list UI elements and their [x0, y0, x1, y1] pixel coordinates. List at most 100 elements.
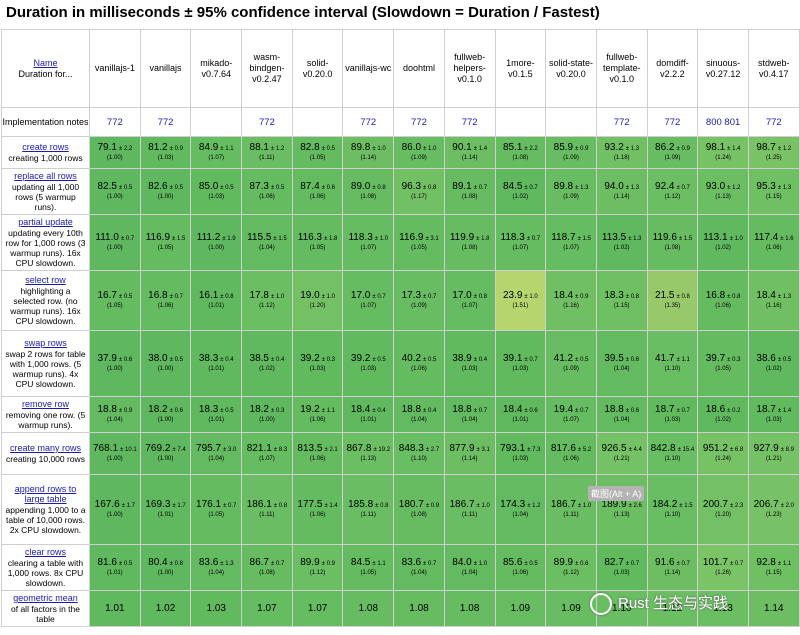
benchmark-description: swap 2 rows for table with 1,000 rows. (…: [5, 349, 86, 389]
result-cell: 793.1 ± 7.3 (1.03): [494, 432, 547, 475]
slowdown-factor: (1.03): [512, 366, 529, 372]
page-title: Duration in milliseconds ± 95% confidenc…: [6, 4, 600, 21]
result-cell: 113.5 ± 1.3 (1.02): [595, 214, 648, 271]
duration-value: 89.9: [300, 557, 320, 568]
slowdown-factor: (1.00): [107, 155, 123, 161]
confidence-interval: ± 0.6: [575, 561, 589, 567]
duration-value: 926.5: [601, 443, 627, 454]
header-row: Name Duration for... vanillajs-1 vanillaj…: [1, 29, 800, 108]
slowdown-factor: (1.05): [715, 366, 731, 372]
result-cell: 84.5 ± 0.7 (1.02): [494, 168, 547, 215]
result-cell: 37.9 ± 0.6 (1.00): [89, 330, 141, 397]
slowdown-factor: (1.01): [208, 303, 225, 309]
result-cell: 41.7 ± 1.1 (1.10): [646, 330, 699, 397]
result-cell: 39.1 ± 0.7 (1.03): [494, 330, 547, 397]
slowdown-factor: (1.11): [259, 512, 275, 518]
watermark: Rust 生态与实践: [590, 592, 728, 616]
geometric-mean-description: of all factors in the table: [11, 604, 80, 624]
confidence-interval: ± 0.7: [473, 185, 488, 191]
confidence-interval: ± 0.7: [223, 503, 237, 509]
duration-value: 177.5: [297, 499, 323, 510]
result-cell: 84.0 ± 1.0 (1.04): [443, 544, 496, 591]
impl-note-link[interactable]: 800 801: [697, 107, 749, 137]
slowdown-factor: (1.13): [715, 194, 731, 200]
impl-note-link[interactable]: 772: [139, 107, 192, 137]
benchmark-description: removing one row. (5 warmup runs).: [5, 410, 86, 430]
result-cell: 813.5 ± 2.1 (1.06): [291, 432, 344, 475]
framework-header: vanillajs-1: [89, 29, 141, 108]
confidence-interval: ± 0.7: [729, 561, 744, 567]
benchmark-name-link[interactable]: replace all rows: [14, 171, 77, 181]
result-cell: 81.2 ± 0.9 (1.03): [139, 136, 192, 169]
geometric-mean-cell: 1.09: [545, 590, 597, 627]
slowdown-factor: (1.00): [157, 456, 174, 462]
confidence-interval: ± 0.9: [321, 561, 335, 567]
benchmark-name-link[interactable]: select row: [25, 275, 66, 285]
slowdown-factor: (1.05): [157, 245, 174, 251]
impl-note-link[interactable]: 772: [241, 107, 293, 137]
benchmark-name-link[interactable]: partial update: [18, 217, 73, 227]
slowdown-factor: (1.01): [512, 417, 529, 423]
duration-value: 21.5: [655, 290, 675, 301]
result-cell: 82.5 ± 0.5 (1.00): [89, 168, 141, 215]
duration-value: 40.2: [401, 353, 422, 364]
impl-note-link[interactable]: 772: [646, 107, 699, 137]
confidence-interval: ± 1.3: [777, 294, 792, 300]
result-cell: 23.9 ± 1.0 (1.51): [494, 270, 547, 331]
result-cell: 113.1 ± 1.0 (1.02): [697, 214, 749, 271]
benchmark-name-link[interactable]: clear rows: [24, 547, 66, 557]
benchmark-name-link[interactable]: swap rows: [24, 338, 67, 348]
duration-value: 18.4: [502, 404, 523, 415]
confidence-interval: ± 4.4: [628, 447, 642, 453]
row-header: remove row removing one row. (5 warmup ru…: [1, 396, 90, 433]
duration-value: 81.2: [148, 142, 168, 153]
result-cell: 79.1 ± 2.2 (1.00): [89, 136, 141, 169]
impl-note-link[interactable]: 772: [443, 107, 496, 137]
slowdown-factor: (1.13): [360, 456, 377, 462]
result-cell: 21.5 ± 0.8 (1.35): [646, 270, 699, 331]
confidence-interval: ± 1.7: [121, 503, 136, 509]
slowdown-factor: (1.04): [259, 245, 275, 251]
benchmark-name-link[interactable]: create rows: [22, 142, 69, 152]
impl-note-link[interactable]: 772: [89, 107, 141, 137]
duration-value: 18.7: [655, 404, 675, 415]
impl-note-link[interactable]: 772: [747, 107, 800, 137]
slowdown-factor: (1.10): [664, 456, 681, 462]
table-row: clear rows clearing a table with 1,000 ro…: [1, 544, 800, 591]
confidence-interval: ± 0.7: [524, 357, 538, 363]
result-cell: 16.8 ± 0.8 (1.06): [697, 270, 749, 331]
confidence-interval: ± 0.4: [270, 357, 285, 363]
result-cell: 206.7 ± 2.0 (1.23): [747, 474, 800, 545]
confidence-interval: ± 0.9: [425, 503, 440, 509]
impl-note-link: [291, 107, 344, 137]
row-header: append rows to large table appending 1,00…: [1, 474, 90, 545]
confidence-interval: ± 0.5: [524, 561, 538, 567]
benchmark-name-link[interactable]: append rows to large table: [14, 484, 77, 504]
benchmark-name-link[interactable]: create many rows: [9, 443, 82, 453]
result-cell: 38.6 ± 0.5 (1.02): [747, 330, 800, 397]
table-row: append rows to large table appending 1,00…: [1, 474, 800, 545]
duration-value: 93.2: [604, 142, 624, 153]
slowdown-factor: (1.08): [259, 570, 275, 576]
impl-note-link[interactable]: 772: [342, 107, 395, 137]
confidence-interval: ± 0.7: [423, 561, 437, 567]
slowdown-factor: (1.16): [563, 303, 579, 309]
duration-value: 118.3: [500, 232, 525, 243]
row-header: geometric mean of all factors in the tabl…: [1, 590, 90, 627]
duration-value: 19.4: [553, 404, 574, 415]
result-cell: 84.9 ± 1.1 (1.07): [190, 136, 243, 169]
name-sort-link[interactable]: Name: [33, 57, 58, 68]
geometric-mean-link[interactable]: geometric mean: [13, 593, 78, 603]
impl-note-link[interactable]: 772: [595, 107, 648, 137]
confidence-interval: ± 1.2: [727, 185, 741, 191]
result-cell: 18.8 ± 0.9 (1.04): [89, 396, 141, 433]
duration-value: 38.5: [249, 353, 269, 364]
impl-note-link[interactable]: 772: [393, 107, 445, 137]
framework-header: vanillajs-wc: [342, 29, 395, 108]
result-cell: 842.8 ± 15.4 (1.10): [646, 432, 699, 475]
result-cell: 83.6 ± 0.7 (1.04): [393, 544, 445, 591]
duration-value: 119.6: [652, 232, 677, 243]
benchmark-name-link[interactable]: remove row: [21, 399, 69, 409]
duration-value: 18.7: [756, 404, 776, 415]
geometric-mean-cell: 1.07: [241, 590, 293, 627]
